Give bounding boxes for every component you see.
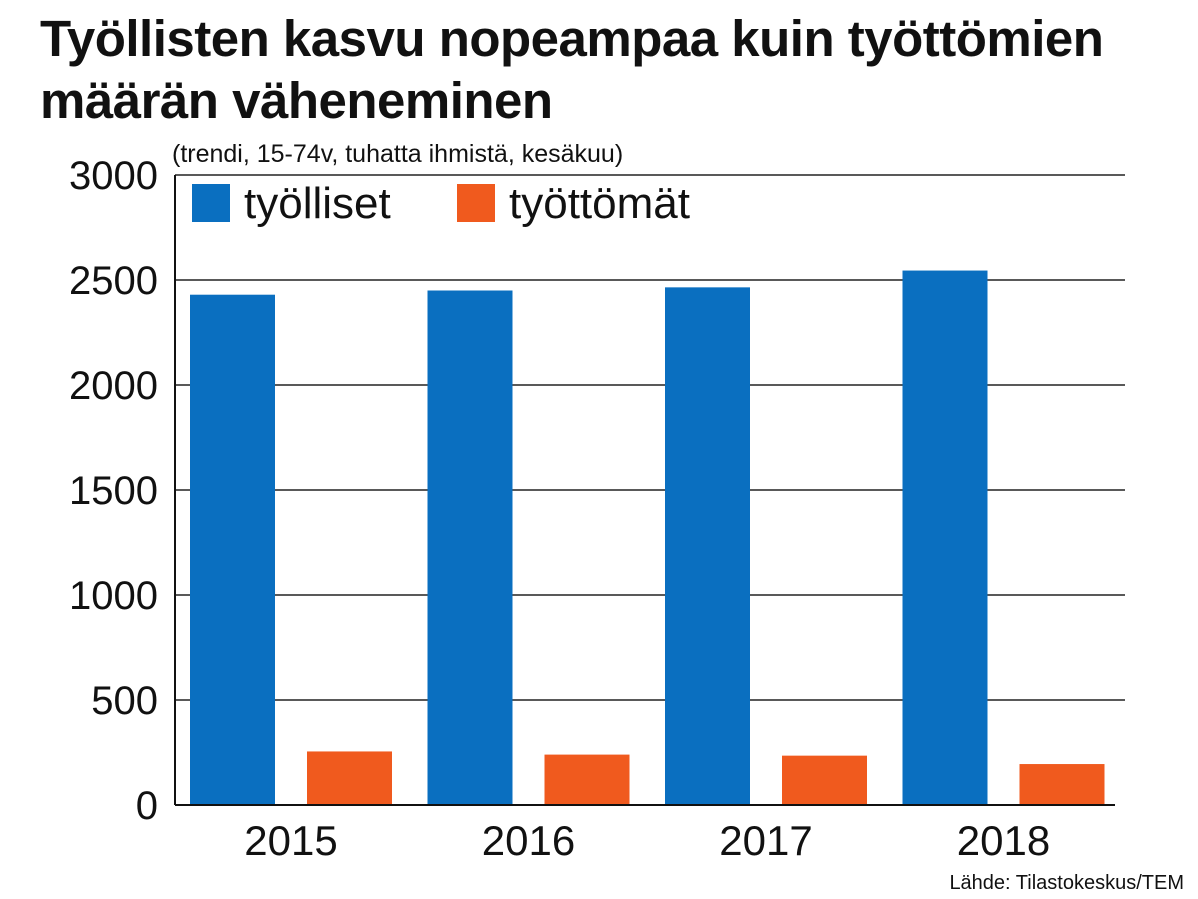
legend-label-työttömät: työttömät: [509, 179, 690, 228]
bar-työttömät-2016: [544, 754, 630, 805]
y-tick-label: 1000: [69, 574, 158, 618]
y-tick-label: 500: [91, 679, 158, 723]
axes: [174, 175, 1115, 806]
legend-label-työlliset: työlliset: [244, 179, 391, 228]
bar-työttömät-2015: [307, 751, 392, 805]
chart-title-block: Työllisten kasvu nopeampaa kuin työttömi…: [40, 8, 1190, 132]
bars: [190, 270, 1105, 806]
bar-työlliset-2017: [665, 287, 750, 806]
y-tick-label: 0: [136, 784, 158, 828]
x-tick-label: 2015: [244, 817, 337, 864]
bar-työlliset-2018: [902, 270, 988, 805]
chart-subtitle: (trendi, 15-74v, tuhatta ihmistä, kesäku…: [172, 140, 624, 168]
bar-työttömät-2017: [782, 755, 867, 805]
y-tick-label: 2000: [69, 364, 158, 408]
chart-title: Työllisten kasvu nopeampaa kuin työttömi…: [40, 10, 1104, 129]
source-note: Lähde: Tilastokeskus/TEM: [949, 872, 1184, 894]
legend: työlliset työttömät: [192, 179, 690, 228]
y-tick-label: 2500: [69, 259, 158, 303]
x-tick-label: 2016: [482, 817, 575, 864]
x-tick-label: 2017: [719, 817, 812, 864]
y-axis-ticks: 0 500 1000 1500 2000 2500 3000: [69, 154, 158, 828]
legend-swatch-työlliset: [192, 184, 230, 222]
y-tick-label: 1500: [69, 469, 158, 513]
legend-swatch-työttömät: [457, 184, 495, 222]
bar-työttömät-2018: [1019, 764, 1105, 805]
x-tick-label: 2018: [957, 817, 1050, 864]
x-axis-ticks: 2015 2016 2017 2018: [244, 817, 1050, 864]
bar-työlliset-2015: [190, 294, 275, 805]
y-tick-label: 3000: [69, 154, 158, 198]
bar-työlliset-2016: [427, 290, 513, 805]
